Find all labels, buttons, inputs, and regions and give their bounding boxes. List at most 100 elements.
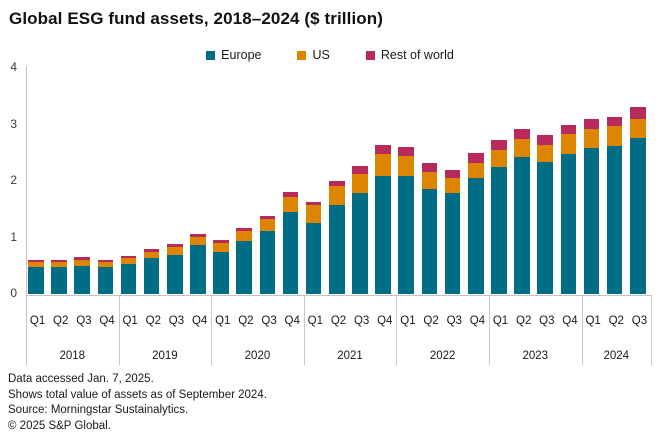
bar-segment-rest-of-world	[583, 119, 600, 129]
bar-segment-europe	[583, 148, 600, 294]
bar-segment-us	[467, 162, 484, 178]
x-tick-label-quarter: Q3	[261, 315, 277, 327]
bar-segment-rest-of-world	[421, 163, 438, 173]
bar-segment-rest-of-world	[282, 192, 299, 197]
x-tick-label-quarter: Q1	[585, 315, 601, 327]
bar-segment-us	[236, 230, 253, 241]
legend-label-europe: Europe	[221, 48, 262, 62]
bar-segment-europe	[421, 189, 438, 294]
bar-segment-rest-of-world	[537, 134, 553, 145]
bar-segment-us	[97, 262, 114, 268]
bar-segment-rest-of-world	[398, 147, 415, 156]
x-tick-label-quarter: Q4	[99, 315, 115, 327]
bar-segment-rest-of-world	[97, 259, 114, 263]
bar-segment-rest-of-world	[213, 240, 229, 243]
x-tick-label-year: 2024	[603, 350, 630, 362]
bar-segment-us	[190, 237, 206, 246]
bar-segment-europe	[259, 230, 276, 294]
bar-segment-europe	[491, 167, 507, 294]
x-tick-label-quarter: Q3	[76, 315, 92, 327]
x-tick-label-quarter: Q1	[122, 315, 138, 327]
bar-segment-europe	[514, 156, 530, 294]
bar-segment-rest-of-world	[375, 144, 391, 155]
bar-segment-us	[74, 260, 90, 266]
x-tick-label-quarter: Q3	[353, 315, 370, 327]
x-tick-label-quarter: Q2	[53, 315, 69, 327]
year-separator-line	[651, 296, 652, 365]
bar-segment-rest-of-world	[514, 129, 530, 139]
year-separator-line	[582, 296, 583, 365]
bar-segment-us	[629, 118, 646, 138]
legend-swatch-us-icon	[297, 50, 307, 60]
bar-segment-us	[51, 262, 67, 268]
x-tick-label-quarter: Q1	[492, 315, 509, 327]
x-tick-label-quarter: Q2	[423, 315, 439, 327]
bar-segment-rest-of-world	[629, 107, 646, 119]
x-tick-label-quarter: Q4	[469, 315, 486, 327]
x-tick-label-quarter: Q1	[215, 315, 231, 327]
bar-segment-us	[375, 154, 391, 176]
legend-label-rest-of-world: Rest of world	[380, 48, 454, 62]
y-tick-label: 0	[10, 286, 17, 300]
bar-segment-europe	[329, 205, 345, 294]
bar-segment-us	[282, 196, 299, 213]
bar-segment-europe	[120, 264, 137, 294]
bar-segment-europe	[629, 137, 646, 294]
bar-segment-rest-of-world	[444, 169, 461, 179]
bar-segment-europe	[74, 265, 90, 294]
bar-segment-us	[143, 251, 160, 259]
x-tick-label-quarter: Q3	[446, 315, 462, 327]
bar-segment-rest-of-world	[259, 215, 276, 219]
legend-label-us: US	[312, 48, 330, 62]
chart-title: Global ESG fund assets, 2018–2024 ($ tri…	[9, 9, 384, 28]
bar-segment-europe	[467, 177, 484, 294]
bar-segment-rest-of-world	[166, 243, 183, 247]
bar-segment-europe	[282, 212, 299, 294]
bar-segment-rest-of-world	[606, 116, 623, 126]
x-tick-label-year: 2019	[152, 350, 178, 362]
bar-segment-rest-of-world	[74, 257, 90, 261]
bar-segment-us	[398, 155, 415, 176]
bar-segment-us	[213, 242, 229, 252]
x-tick-label-quarter: Q3	[168, 315, 185, 327]
footnote-data-accessed: Data accessed Jan. 7, 2025.	[8, 373, 154, 385]
footnote-source: Source: Morningstar Sustainalytics.	[8, 404, 189, 416]
bar-segment-us	[259, 218, 276, 231]
bar-segment-us	[352, 174, 368, 194]
x-tick-label-quarter: Q1	[400, 315, 416, 327]
bar-segment-europe	[444, 193, 461, 294]
bar-segment-europe	[305, 222, 322, 294]
bar-segment-rest-of-world	[352, 165, 368, 175]
bar-segment-europe	[97, 267, 114, 294]
bar-segment-europe	[28, 267, 44, 294]
bar-segment-europe	[190, 245, 206, 294]
x-tick-label-year: 2018	[59, 350, 86, 362]
y-tick-label: 3	[10, 116, 17, 131]
x-tick-label-quarter: Q4	[562, 315, 578, 327]
legend-swatch-rest-of-world-icon	[365, 50, 375, 60]
year-separator-line	[304, 296, 305, 365]
bar-segment-us	[28, 262, 44, 268]
bar-segment-us	[421, 172, 438, 190]
bar-segment-europe	[51, 267, 67, 294]
x-tick-label-quarter: Q1	[307, 315, 324, 327]
bar-segment-europe	[537, 162, 553, 294]
bar-segment-europe	[352, 193, 368, 294]
year-separator-line	[211, 296, 212, 365]
y-tick-label: 1	[10, 229, 17, 244]
bar-segment-rest-of-world	[305, 201, 322, 206]
footnote-scope: Shows total value of assets as of Septem…	[8, 388, 267, 401]
x-tick-label-quarter: Q3	[539, 315, 555, 327]
x-tick-label-quarter: Q2	[145, 315, 161, 327]
x-axis-line	[26, 295, 652, 296]
x-tick-label-quarter: Q4	[191, 315, 208, 327]
legend-item-rest-of-world: Rest of world	[365, 48, 454, 62]
bar-segment-rest-of-world	[329, 180, 345, 186]
bar-segment-us	[329, 185, 345, 206]
bar-segment-us	[120, 257, 137, 265]
bar-segment-rest-of-world	[28, 259, 44, 263]
legend-item-us: US	[297, 48, 330, 62]
bar-segment-us	[444, 178, 461, 194]
bar-segment-europe	[236, 240, 253, 294]
